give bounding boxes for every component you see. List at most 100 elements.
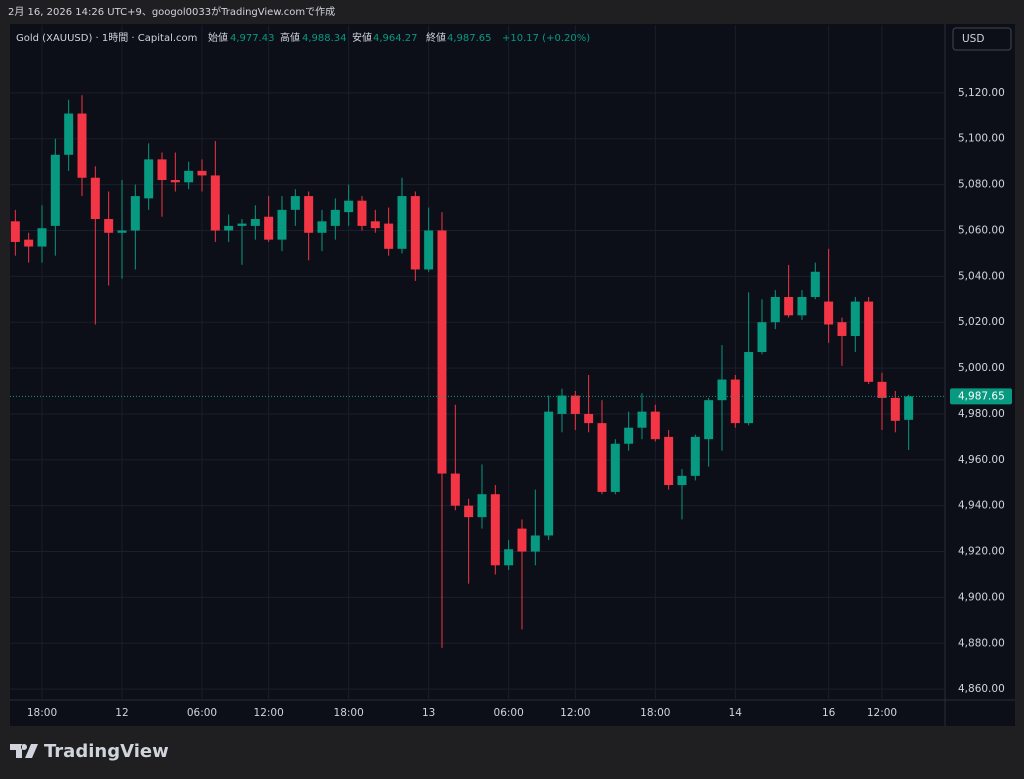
- candle-body: [64, 113, 74, 155]
- header: Gold (XAUUSD) · 1時間 · Capital.com 始値 4,9…: [16, 31, 590, 44]
- candle-body: [610, 443, 620, 492]
- x-tick-label: 12:00: [867, 707, 897, 719]
- low-label: 安値: [352, 31, 372, 44]
- x-tick-label: 13: [422, 707, 435, 719]
- candle-body: [330, 209, 340, 226]
- candle-body: [570, 395, 580, 414]
- candle-body: [677, 475, 687, 486]
- y-tick-label: 4,980.00: [958, 408, 1005, 420]
- candle-body: [210, 175, 220, 231]
- candle-body: [50, 154, 60, 226]
- candle-body: [290, 196, 300, 210]
- candle-body: [130, 196, 140, 231]
- close-label: 終値: [426, 31, 446, 44]
- high-label: 高値: [280, 31, 300, 44]
- chart-title: Gold (XAUUSD) · 1時間 · Capital.com: [16, 32, 197, 44]
- change-value: +10.17 (+0.20%): [502, 33, 590, 44]
- candle-body: [197, 170, 207, 176]
- candle-body: [344, 200, 354, 213]
- candle-body: [264, 216, 274, 240]
- low-value: 4,964.27: [373, 33, 418, 44]
- footer-logo: TradingView: [10, 741, 169, 762]
- candle-body: [757, 322, 767, 353]
- currency-button[interactable]: [952, 27, 1012, 51]
- y-tick-label: 5,080.00: [958, 179, 1005, 191]
- candle-body: [744, 352, 754, 424]
- candle-body: [810, 271, 820, 297]
- candle-body: [477, 494, 487, 518]
- y-tick-label: 5,000.00: [958, 362, 1005, 374]
- last-price-tag: [950, 388, 1012, 405]
- x-tick-label: 18:00: [27, 707, 57, 719]
- candle-body: [24, 239, 34, 247]
- candle-body: [650, 411, 660, 440]
- candle-body: [237, 223, 247, 226]
- candle-body: [690, 436, 700, 476]
- watermark: 2月 16, 2026 14:26 UTC+9、googol0033がTradi…: [8, 5, 335, 18]
- candle-body: [397, 196, 407, 249]
- candle-body: [464, 505, 474, 518]
- candle-body: [224, 225, 234, 231]
- candle-body: [157, 159, 167, 181]
- open-label: 始値: [208, 31, 228, 44]
- x-tick-label: 16: [822, 707, 836, 719]
- candle-body: [824, 301, 834, 325]
- candle-body: [144, 159, 154, 199]
- candle-body: [544, 411, 554, 536]
- candle-body: [117, 230, 127, 233]
- candle-body: [504, 549, 514, 566]
- candle-body: [90, 177, 100, 220]
- candle-body: [370, 221, 380, 229]
- candle-body: [437, 230, 447, 474]
- candle-body: [384, 223, 394, 249]
- grid: [10, 25, 945, 699]
- y-tick-label: 5,020.00: [958, 316, 1005, 328]
- x-tick-label: 12:00: [560, 707, 590, 719]
- candle-body: [37, 228, 47, 247]
- candle-body: [877, 381, 887, 398]
- candle-body: [730, 379, 740, 424]
- close-value: 4,987.65: [447, 33, 492, 44]
- currency-label[interactable]: USD: [962, 33, 984, 45]
- x-tick-label: 14: [729, 707, 743, 719]
- candle-body: [490, 494, 500, 566]
- candle-body: [850, 301, 860, 336]
- candle-body: [317, 221, 327, 233]
- x-tick-label: 06:00: [187, 707, 217, 719]
- candle-body: [424, 230, 434, 270]
- y-tick-label: 5,120.00: [958, 87, 1005, 99]
- candle-body: [637, 411, 647, 428]
- candles: [10, 95, 945, 648]
- candle-body: [250, 219, 260, 226]
- y-tick-label: 4,920.00: [958, 546, 1005, 558]
- candle-body: [837, 322, 847, 336]
- x-tick-label: 18:00: [334, 707, 364, 719]
- candle-body: [517, 528, 527, 552]
- candle-body: [784, 296, 794, 316]
- candle-body: [410, 196, 420, 270]
- y-tick-label: 5,060.00: [958, 224, 1005, 236]
- y-tick-label: 4,900.00: [958, 591, 1005, 603]
- y-tick-label: 4,960.00: [958, 454, 1005, 466]
- candle-body: [584, 413, 594, 424]
- candle-body: [557, 395, 567, 414]
- y-tick-label: 5,100.00: [958, 133, 1005, 145]
- axes: 4,860.00 4,880.00 4,900.00 4,920.00 4,940.00…: [27, 87, 1012, 719]
- y-tick-label: 4,880.00: [958, 637, 1005, 649]
- candle-body: [77, 113, 87, 178]
- candle-body: [797, 296, 807, 316]
- x-tick-label: 06:00: [494, 707, 524, 719]
- candle-body: [530, 535, 540, 552]
- chart-background: [10, 24, 1015, 726]
- open-value: 4,977.43: [230, 33, 275, 44]
- x-tick-label: 12: [115, 707, 128, 719]
- high-value: 4,988.34: [302, 33, 347, 44]
- candle-body: [864, 301, 874, 382]
- candle-body: [704, 400, 714, 440]
- y-tick-label: 4,860.00: [958, 683, 1005, 695]
- y-tick-label: 5,040.00: [958, 270, 1005, 282]
- x-tick-label: 12:00: [254, 707, 284, 719]
- candle-body: [450, 473, 460, 506]
- candle-body: [664, 436, 674, 486]
